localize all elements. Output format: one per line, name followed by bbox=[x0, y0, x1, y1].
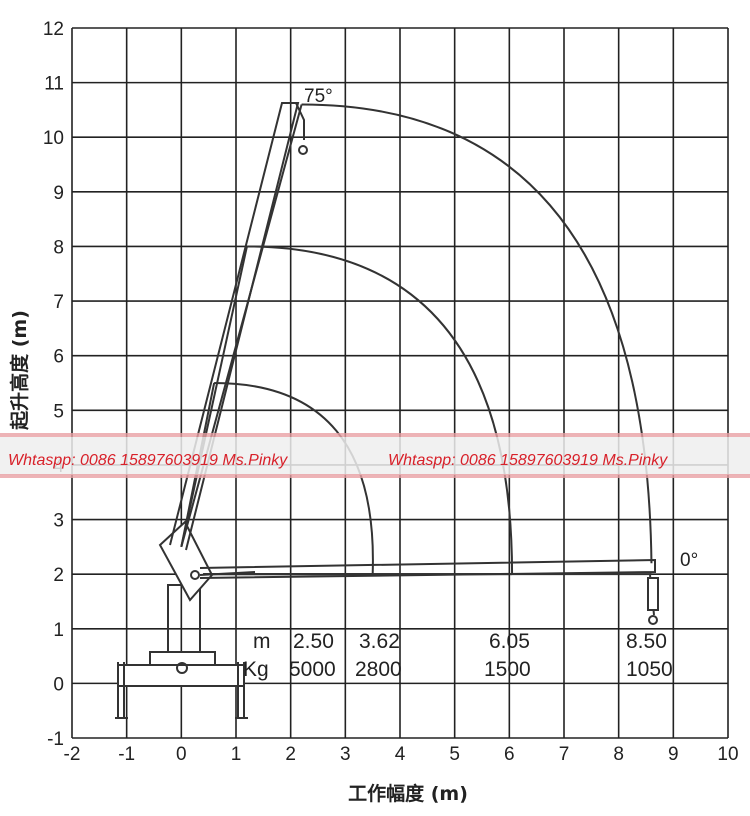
watermark-text-right: Whtaspp: 0086 15897603919 Ms.Pinky bbox=[388, 452, 668, 469]
outrigger-base bbox=[115, 651, 248, 719]
y-tick-label: 9 bbox=[53, 183, 64, 204]
boom-angled-line bbox=[180, 104, 303, 548]
y-tick-label: 8 bbox=[53, 237, 64, 258]
y-tick-label: 1 bbox=[53, 620, 64, 641]
working-range-arc bbox=[246, 245, 514, 575]
crane-column bbox=[158, 520, 256, 652]
load-value-1: 5000 bbox=[289, 658, 336, 681]
y-tick-label: 6 bbox=[53, 347, 64, 368]
x-tick-label: 4 bbox=[395, 744, 406, 765]
x-axis-title: 工作幅度 (m) bbox=[348, 782, 468, 805]
x-tick-label: 5 bbox=[449, 744, 460, 765]
x-tick-label: 0 bbox=[176, 744, 187, 765]
y-axis-title: 起升高度 (m) bbox=[8, 310, 31, 431]
working-range-arcs bbox=[180, 103, 653, 576]
y-tick-label: 5 bbox=[53, 401, 64, 422]
load-value-3: 1500 bbox=[484, 658, 531, 681]
radius-value-2: 3.62 bbox=[359, 630, 400, 653]
load-table-row1-label: m bbox=[253, 630, 271, 653]
x-tick-label: 6 bbox=[504, 744, 515, 765]
y-tick-label: 11 bbox=[44, 74, 64, 95]
working-range-arc bbox=[301, 103, 653, 564]
x-tick-label: 3 bbox=[340, 744, 351, 765]
y-tick-label: -1 bbox=[47, 729, 64, 750]
radius-value-4: 8.50 bbox=[626, 630, 667, 653]
load-table-row2-label: Kg bbox=[243, 658, 269, 681]
x-tick-label: 10 bbox=[717, 744, 738, 765]
radius-value-1: 2.50 bbox=[293, 630, 334, 653]
angle-label-min: 0° bbox=[680, 550, 698, 571]
x-tick-label: 8 bbox=[613, 744, 624, 765]
x-tick-label: 2 bbox=[285, 744, 296, 765]
boom-angled-line bbox=[180, 246, 248, 548]
radius-value-3: 6.05 bbox=[489, 630, 530, 653]
load-table: m Kg 2.50 3.62 6.05 8.50 5000 2800 1500 … bbox=[243, 630, 673, 681]
watermark-band: Whtaspp: 0086 15897603919 Ms.Pinky Whtas… bbox=[0, 433, 750, 478]
y-tick-label: 7 bbox=[53, 292, 64, 313]
y-tick-label: 10 bbox=[43, 128, 64, 149]
load-value-4: 1050 bbox=[626, 658, 673, 681]
y-tick-label: 2 bbox=[53, 565, 64, 586]
watermark-text-left: Whtaspp: 0086 15897603919 Ms.Pinky bbox=[8, 452, 288, 469]
grid bbox=[71, 27, 729, 739]
y-tick-label: 12 bbox=[43, 19, 64, 40]
angle-label-max: 75° bbox=[304, 86, 333, 107]
x-tick-label: 1 bbox=[231, 744, 242, 765]
working-range-arc bbox=[214, 382, 374, 575]
x-tick-label: 9 bbox=[668, 744, 679, 765]
y-tick-label: 3 bbox=[53, 511, 64, 532]
y-tick-label: 0 bbox=[53, 674, 64, 695]
x-tick-label: -2 bbox=[64, 744, 81, 765]
x-tick-label: -1 bbox=[118, 744, 135, 765]
boom-horizontal bbox=[199, 558, 659, 625]
boom-75deg bbox=[169, 102, 308, 551]
load-value-2: 2800 bbox=[355, 658, 402, 681]
x-tick-label: 7 bbox=[559, 744, 570, 765]
